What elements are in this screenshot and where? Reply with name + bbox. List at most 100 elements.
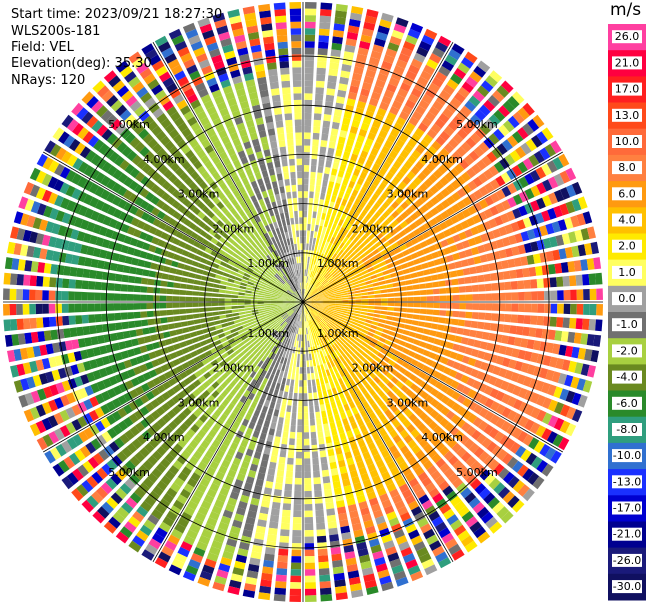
velocity-gate: [407, 302, 414, 307]
velocity-gate: [402, 127, 412, 138]
velocity-gate: [326, 361, 332, 369]
velocity-gate: [314, 307, 321, 311]
velocity-gate: [420, 204, 429, 213]
velocity-gate: [299, 334, 302, 342]
velocity-gate: [376, 326, 384, 332]
velocity-gate: [431, 345, 440, 353]
velocity-gate: [334, 342, 340, 350]
velocity-gate: [75, 315, 83, 325]
velocity-gate: [311, 244, 315, 251]
velocity-gate: [192, 285, 200, 291]
velocity-gate: [362, 451, 371, 460]
velocity-gate: [552, 434, 564, 447]
velocity-gate: [448, 48, 462, 61]
velocity-gate: [524, 419, 535, 431]
velocity-gate: [377, 206, 386, 215]
velocity-gate: [323, 281, 330, 287]
velocity-gate: [338, 218, 344, 227]
velocity-gate: [485, 293, 493, 301]
velocity-gate: [435, 71, 448, 83]
velocity-gate: [304, 445, 310, 452]
velocity-gate: [361, 305, 369, 309]
velocity-gate: [455, 418, 466, 429]
velocity-gate: [317, 284, 324, 290]
velocity-gate: [304, 289, 306, 296]
velocity-gate: [333, 273, 340, 279]
velocity-gate: [467, 357, 477, 367]
velocity-gate: [344, 424, 352, 432]
velocity-gate: [287, 451, 295, 459]
velocity-gate: [356, 494, 367, 504]
velocity-gate: [342, 253, 349, 261]
velocity-gate: [472, 303, 480, 310]
velocity-gate: [548, 192, 558, 205]
velocity-gate: [309, 320, 313, 327]
velocity-gate: [446, 254, 454, 263]
velocity-gate: [507, 475, 520, 489]
velocity-gate: [349, 323, 357, 329]
velocity-gate: [284, 483, 293, 491]
velocity-gate: [379, 285, 387, 290]
velocity-gate: [364, 110, 375, 119]
velocity-gate: [153, 287, 161, 294]
velocity-gate: [331, 344, 338, 351]
velocity-gate: [303, 315, 305, 322]
velocity-gate: [213, 279, 221, 284]
velocity-gate: [442, 107, 454, 119]
velocity-gate: [275, 382, 281, 390]
velocity-gate: [335, 10, 347, 19]
velocity-gate: [481, 437, 492, 449]
velocity-gate: [551, 371, 561, 383]
velocity-gate: [232, 312, 240, 317]
velocity-gate: [325, 227, 331, 235]
velocity-gate: [470, 348, 480, 358]
velocity-gate: [505, 292, 512, 301]
velocity-gate: [378, 182, 387, 191]
velocity-gate: [386, 262, 395, 269]
velocity-gate: [312, 319, 316, 326]
velocity-gate: [328, 321, 335, 327]
velocity-gate: [390, 242, 399, 250]
velocity-gate: [259, 585, 271, 594]
velocity-gate: [308, 320, 311, 328]
velocity-gate: [335, 176, 343, 184]
velocity-gate: [459, 434, 470, 445]
velocity-gate: [576, 303, 584, 315]
velocity-gate: [316, 178, 322, 186]
velocity-gate: [353, 368, 360, 376]
velocity-gate: [303, 178, 309, 185]
velocity-gate: [447, 438, 458, 449]
velocity-gate: [304, 451, 311, 459]
velocity-gate: [329, 300, 336, 302]
velocity-gate: [424, 564, 438, 576]
velocity-gate: [507, 336, 516, 346]
velocity-gate: [440, 239, 449, 248]
velocity-gate: [238, 308, 245, 312]
velocity-gate: [473, 235, 483, 245]
velocity-gate: [489, 354, 498, 364]
velocity-gate: [308, 304, 315, 308]
velocity-gate: [445, 207, 455, 217]
velocity-gate: [304, 523, 314, 531]
velocity-gate: [396, 238, 405, 246]
velocity-gate: [417, 517, 429, 528]
velocity-gate: [411, 278, 419, 284]
velocity-gate: [265, 480, 274, 489]
velocity-gate: [359, 266, 367, 272]
velocity-gate: [439, 462, 451, 474]
velocity-gate: [484, 312, 492, 321]
velocity-gate: [224, 298, 232, 302]
velocity-gate: [383, 540, 395, 550]
velocity-gate: [159, 295, 167, 301]
velocity-gate: [210, 267, 218, 274]
velocity-gate: [298, 327, 301, 335]
velocity-gate: [329, 360, 336, 368]
velocity-gate: [414, 160, 425, 171]
velocity-gate: [232, 287, 240, 292]
velocity-gate: [516, 374, 526, 385]
velocity-gate: [141, 319, 149, 327]
velocity-gate: [358, 466, 368, 476]
velocity-gate: [110, 332, 118, 342]
velocity-gate: [183, 264, 192, 271]
velocity-gate: [22, 303, 30, 315]
